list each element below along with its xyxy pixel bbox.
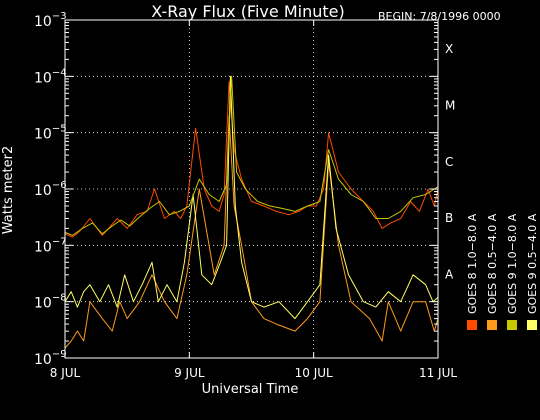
legend-label-1: GOES 8 0.5−4.0 A: [486, 213, 499, 314]
legend-swatch-2: [527, 320, 537, 330]
series-line-3: [64, 75, 439, 236]
flare-class-A: A: [445, 268, 454, 282]
legend-swatch-3: [507, 320, 517, 330]
y-tick-label-2: 10−7: [34, 236, 67, 255]
x-tick-label-2: 10 JUL: [295, 366, 333, 380]
plot-frame: [64, 19, 439, 359]
legend-label-0: GOES 8 1.0−8.0 A: [466, 213, 479, 314]
flare-class-X: X: [445, 42, 453, 56]
x-axis-label: Universal Time: [202, 382, 299, 397]
y-ticks: 10−9 10−8 10−7 10−6 10−5 10−4 10−3: [34, 11, 438, 368]
legend-swatch-0: [467, 320, 477, 330]
begin-label: BEGIN: 7/8/1996 0000: [378, 10, 501, 23]
x-tick-label-0: 8 JUL: [50, 366, 81, 380]
flare-class-M: M: [445, 99, 455, 113]
y-tick-label-0: 10−9: [34, 349, 67, 368]
x-tick-label-3: 11 JUL: [419, 366, 457, 380]
y-axis-label: Watts meter2: [1, 146, 16, 234]
series-line-1: [64, 115, 439, 349]
legend-label-2: GOES 9 0.5−4.0 A: [526, 213, 539, 314]
legend: GOES 8 1.0−8.0 A GOES 8 0.5−4.0 A GOES 9 1…: [466, 213, 539, 330]
y-tick-label-6: 10−3: [34, 11, 67, 30]
series-lines: [64, 75, 439, 349]
flare-class-labels: A B C M X: [445, 42, 455, 281]
chart-title: X-Ray Flux (Five Minute): [151, 2, 344, 21]
series-line-0: [64, 81, 439, 238]
x-ticks: 8 JUL 9 JUL 10 JUL 11 JUL: [50, 20, 457, 380]
y-tick-label-5: 10−4: [34, 67, 67, 86]
flare-class-C: C: [445, 155, 453, 169]
series-line-2: [64, 75, 439, 320]
legend-label-3: GOES 9 1.0−8.0 A: [506, 213, 519, 314]
flare-class-B: B: [445, 211, 453, 225]
grid-lines: [65, 20, 438, 358]
y-tick-label-3: 10−6: [34, 180, 67, 199]
legend-swatch-1: [487, 320, 497, 330]
x-tick-label-1: 9 JUL: [174, 366, 205, 380]
y-tick-label-1: 10−8: [34, 293, 67, 312]
y-tick-label-4: 10−5: [34, 124, 67, 143]
